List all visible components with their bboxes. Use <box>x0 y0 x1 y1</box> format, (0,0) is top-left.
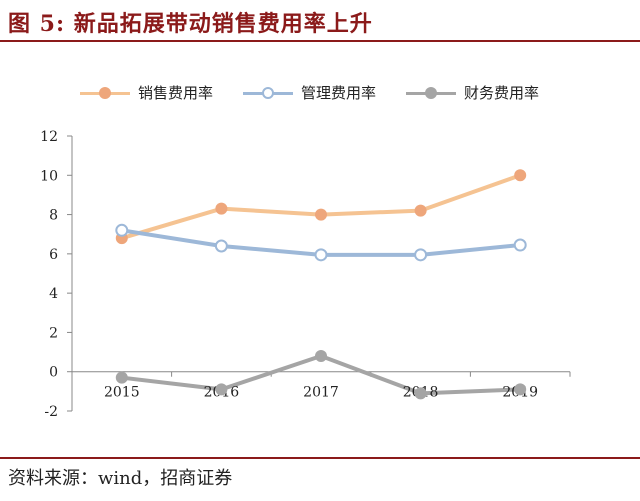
x-tick-label: 2015 <box>104 385 140 401</box>
data-point-2 <box>115 371 128 384</box>
data-point-1 <box>513 238 527 252</box>
legend-swatch-admin <box>243 86 294 100</box>
y-tick-label: 4 <box>49 286 58 302</box>
data-point-0 <box>215 202 228 215</box>
legend-swatch-finance <box>406 86 457 100</box>
data-point-2 <box>315 350 327 362</box>
figure-title: 图 5: 新品拓展带动销售费用率上升 <box>8 11 373 37</box>
legend-item-finance: 财务费用率 <box>406 82 539 103</box>
legend-item-selling: 销售费用率 <box>80 82 213 103</box>
data-point-1 <box>414 248 428 262</box>
data-point-2 <box>215 383 228 396</box>
y-tick-label: 10 <box>40 168 58 184</box>
legend-label-admin: 管理费用率 <box>301 84 377 102</box>
y-tick-label: 2 <box>49 325 58 341</box>
data-point-1 <box>115 223 129 237</box>
series-line-0 <box>121 173 521 241</box>
data-point-0 <box>315 208 327 221</box>
footer-divider <box>0 457 640 459</box>
legend-swatch-selling <box>80 86 130 100</box>
source-note: 资料来源：wind，招商证券 <box>8 468 233 489</box>
y-tick-label: -2 <box>44 404 58 420</box>
legend-label-selling: 销售费用率 <box>138 84 214 102</box>
y-tick-label: 12 <box>40 129 58 145</box>
line-chart: -202468101220152016201720182019 <box>40 129 571 420</box>
chart-legend: 销售费用率 管理费用率 财务费用率 <box>80 82 539 103</box>
legend-item-admin: 管理费用率 <box>243 82 376 103</box>
y-tick-label: 6 <box>49 247 58 263</box>
y-tick-label: 8 <box>49 208 58 224</box>
data-point-0 <box>414 204 427 217</box>
data-point-2 <box>414 387 427 400</box>
y-tick-label: 0 <box>49 365 58 381</box>
legend-label-finance: 财务费用率 <box>464 84 540 102</box>
data-point-1 <box>314 248 328 262</box>
data-point-1 <box>214 239 228 253</box>
x-tick-label: 2017 <box>303 385 339 401</box>
title-divider <box>0 40 640 42</box>
data-point-2 <box>514 383 527 396</box>
data-point-0 <box>514 169 527 182</box>
